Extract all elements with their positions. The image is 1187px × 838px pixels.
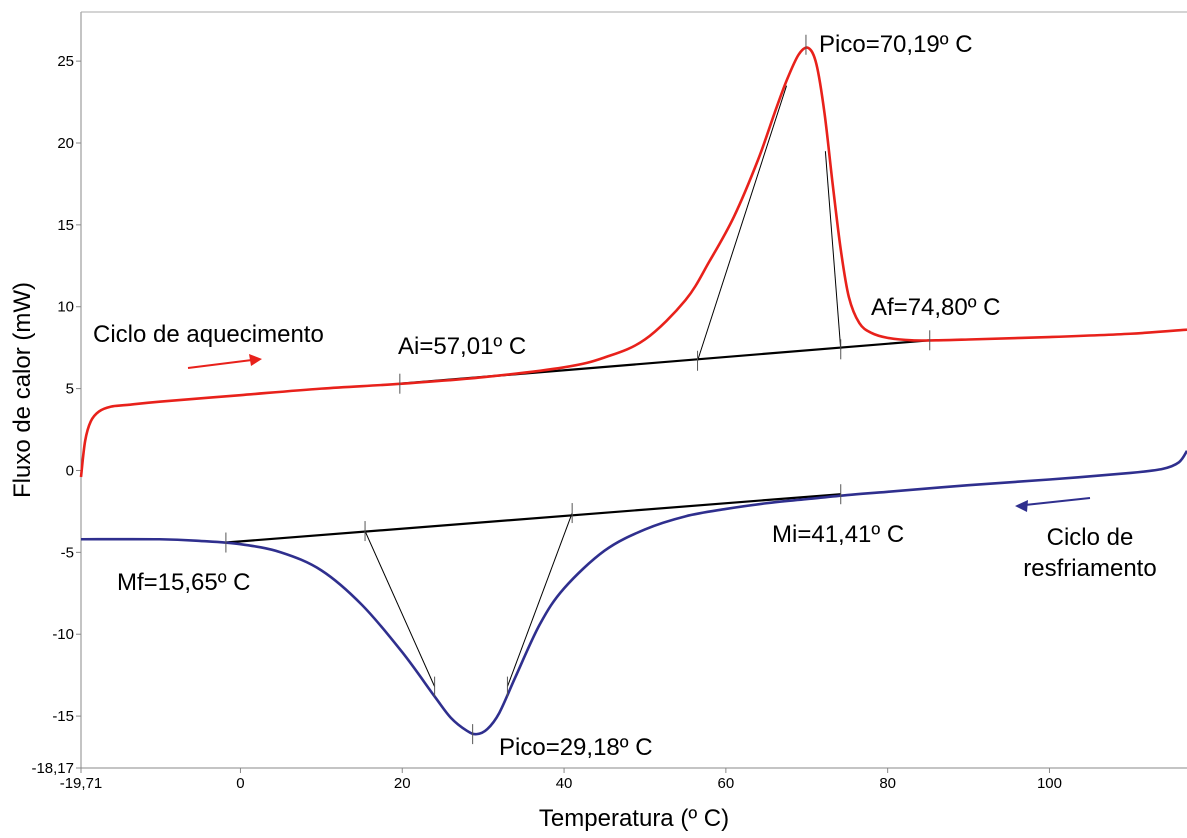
af-label: Af=74,80º C xyxy=(871,294,1001,321)
x-tick-label: 0 xyxy=(236,775,244,792)
peak-heat-label: Pico=70,19º C xyxy=(819,31,973,58)
axis-ticks: -18,17 -15 -10 -5 0 5 10 15 20 25 -19,71 0 20 40 60 80 1… xyxy=(31,53,1062,792)
x-tick-label: 80 xyxy=(879,775,896,792)
x-tick-label: 20 xyxy=(394,775,411,792)
y-tick-label: -5 xyxy=(61,544,74,561)
cool-cycle-label-line2: resfriamento xyxy=(1023,555,1156,582)
cool-cycle-label-line1: Ciclo de xyxy=(1047,524,1134,551)
series-group xyxy=(79,46,1187,736)
tangent-line xyxy=(364,530,436,687)
x-tick-label: 100 xyxy=(1037,775,1062,792)
tangent-line xyxy=(697,85,788,361)
construction-lines xyxy=(225,85,930,687)
y-tick-label: -15 xyxy=(52,708,74,725)
tangent-line xyxy=(824,151,842,350)
cooling-curve xyxy=(80,450,1187,736)
baseline-line xyxy=(225,493,841,544)
y-tick-label: 20 xyxy=(57,135,74,152)
heating-curve xyxy=(79,46,1187,478)
x-tick-label: -19,71 xyxy=(60,775,103,792)
y-tick-label: -18,17 xyxy=(31,760,74,777)
cool-cycle-arrow xyxy=(1015,497,1091,512)
x-tick-label: 40 xyxy=(556,775,573,792)
tangent-line xyxy=(506,512,573,687)
tick-markers xyxy=(225,34,931,745)
y-tick-label: 0 xyxy=(66,462,74,479)
y-tick-label: 15 xyxy=(57,217,74,234)
y-tick-label: -10 xyxy=(52,626,74,643)
heat-cycle-arrow xyxy=(187,354,262,369)
x-tick-label: 60 xyxy=(718,775,735,792)
y-tick-label: 5 xyxy=(66,381,74,398)
y-tick-label: 10 xyxy=(57,299,74,316)
mi-label: Mi=41,41º C xyxy=(772,521,904,548)
mf-label: Mf=15,65º C xyxy=(117,569,251,596)
ai-label: Ai=57,01º C xyxy=(398,333,526,360)
y-tick-label: 25 xyxy=(57,53,74,70)
y-axis-title: Fluxo de calor (mW) xyxy=(9,282,36,498)
heat-cycle-label: Ciclo de aquecimento xyxy=(93,321,324,348)
x-axis-title: Temperatura (º C) xyxy=(539,805,729,832)
peak-cool-label: Pico=29,18º C xyxy=(499,734,653,761)
